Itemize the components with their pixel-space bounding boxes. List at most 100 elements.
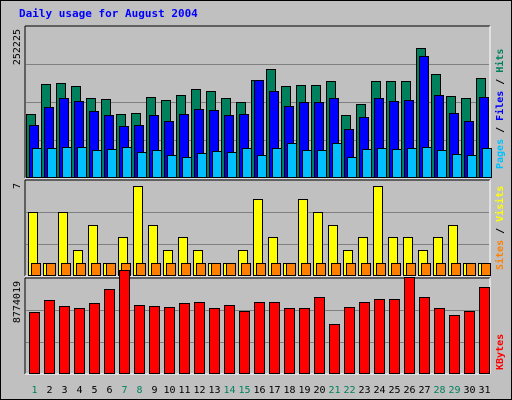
day-label-4: 4 [76, 385, 82, 396]
day-label-13: 13 [208, 385, 220, 396]
bar-pages-day-2 [47, 148, 57, 178]
bar-sites-day-12 [196, 263, 206, 276]
legend-item-pages: Pages [495, 139, 506, 169]
bar-kbytes-day-22 [344, 307, 355, 374]
bar-sites-day-9 [151, 263, 161, 276]
day-label-18: 18 [283, 385, 295, 396]
bar-pages-day-6 [107, 149, 117, 178]
bar-sites-day-13 [211, 263, 221, 276]
bar-kbytes-day-31 [479, 287, 490, 374]
bar-pages-day-9 [152, 150, 162, 178]
day-label-29: 29 [448, 385, 460, 396]
legend-separator: / [495, 73, 506, 91]
day-label-24: 24 [373, 385, 385, 396]
bar-pages-day-22 [347, 157, 357, 178]
bar-pages-day-10 [167, 155, 177, 178]
bar-sites-day-23 [361, 263, 371, 276]
day-label-1: 1 [31, 385, 37, 396]
bar-pages-day-7 [122, 147, 132, 178]
chart-title: Daily usage for August 2004 [19, 7, 198, 20]
bar-sites-day-27 [421, 263, 431, 276]
day-label-14: 14 [223, 385, 235, 396]
day-label-22: 22 [343, 385, 355, 396]
bar-kbytes-day-27 [419, 297, 430, 374]
axis-max-label: 7 [12, 183, 23, 189]
legends: Pages / Files / Hits Sites / Visits KBytes [494, 49, 506, 370]
bar-pages-day-8 [137, 152, 147, 178]
bar-pages-day-26 [407, 148, 417, 178]
bar-kbytes-day-3 [59, 306, 70, 374]
bar-sites-day-28 [436, 263, 446, 276]
bar-sites-day-10 [166, 263, 176, 276]
bar-sites-day-4 [76, 263, 86, 276]
bar-kbytes-day-19 [299, 308, 310, 374]
day-label-19: 19 [298, 385, 310, 396]
bar-sites-day-5 [91, 263, 101, 276]
bar-sites-day-29 [451, 263, 461, 276]
bar-kbytes-day-7 [119, 270, 130, 374]
bar-pages-day-27 [422, 147, 432, 178]
bar-pages-day-15 [242, 148, 252, 178]
day-label-30: 30 [463, 385, 475, 396]
day-label-9: 9 [151, 385, 157, 396]
legend-separator: / [495, 222, 506, 240]
day-label-28: 28 [433, 385, 445, 396]
legend-visits-sites: Sites / Visits [494, 186, 506, 270]
bar-kbytes-day-30 [464, 311, 475, 374]
bar-kbytes-day-6 [104, 289, 115, 374]
bar-kbytes-day-2 [44, 300, 55, 374]
bar-sites-day-11 [181, 263, 191, 276]
axis-max-label: 8774019 [12, 281, 23, 323]
bar-sites-day-25 [391, 263, 401, 276]
bar-sites-day-14 [226, 263, 236, 276]
legend-item-visits: Visits [494, 186, 506, 222]
bar-pages-day-30 [467, 155, 477, 178]
chart-panels: 252225 7 8774019 [12, 25, 492, 375]
bar-pages-day-13 [212, 151, 222, 178]
bar-sites-day-6 [106, 263, 116, 276]
day-label-21: 21 [328, 385, 340, 396]
bar-visits-day-8 [133, 186, 143, 276]
bar-pages-day-31 [482, 148, 492, 178]
bar-sites-day-16 [256, 263, 266, 276]
bar-pages-day-1 [32, 148, 42, 178]
legend-item-kbytes: KBytes [495, 334, 506, 370]
bar-pages-day-3 [62, 147, 72, 178]
bar-pages-day-24 [377, 148, 387, 178]
bar-pages-day-28 [437, 150, 447, 178]
bar-kbytes-day-8 [134, 305, 145, 374]
day-label-27: 27 [418, 385, 430, 396]
bar-pages-day-20 [317, 150, 327, 178]
day-label-6: 6 [106, 385, 112, 396]
bar-kbytes-day-26 [404, 277, 415, 374]
day-label-2: 2 [46, 385, 52, 396]
bar-pages-day-18 [287, 143, 297, 178]
bar-kbytes-day-17 [269, 302, 280, 374]
bar-pages-day-11 [182, 157, 192, 178]
bar-sites-day-15 [241, 263, 251, 276]
bar-pages-day-14 [227, 152, 237, 178]
day-label-26: 26 [403, 385, 415, 396]
bar-kbytes-day-20 [314, 297, 325, 374]
legend-hits-files-pages: Pages / Files / Hits [494, 49, 506, 169]
bar-kbytes-day-24 [374, 299, 385, 374]
axis-max-label: 252225 [12, 29, 23, 65]
legend-item-hits: Hits [494, 49, 506, 73]
bar-kbytes-day-13 [209, 308, 220, 374]
bar-sites-day-8 [136, 263, 146, 276]
legend-kbytes: KBytes [495, 334, 506, 370]
bar-kbytes-day-25 [389, 299, 400, 374]
day-label-20: 20 [313, 385, 325, 396]
day-label-7: 7 [121, 385, 127, 396]
day-label-8: 8 [136, 385, 142, 396]
bar-kbytes-day-28 [434, 308, 445, 374]
bar-sites-day-17 [271, 263, 281, 276]
day-label-5: 5 [91, 385, 97, 396]
bar-kbytes-day-5 [89, 303, 100, 374]
day-label-12: 12 [193, 385, 205, 396]
bar-kbytes-day-9 [149, 306, 160, 374]
legend-separator: / [495, 121, 506, 139]
day-label-3: 3 [61, 385, 67, 396]
bar-kbytes-day-18 [284, 308, 295, 374]
